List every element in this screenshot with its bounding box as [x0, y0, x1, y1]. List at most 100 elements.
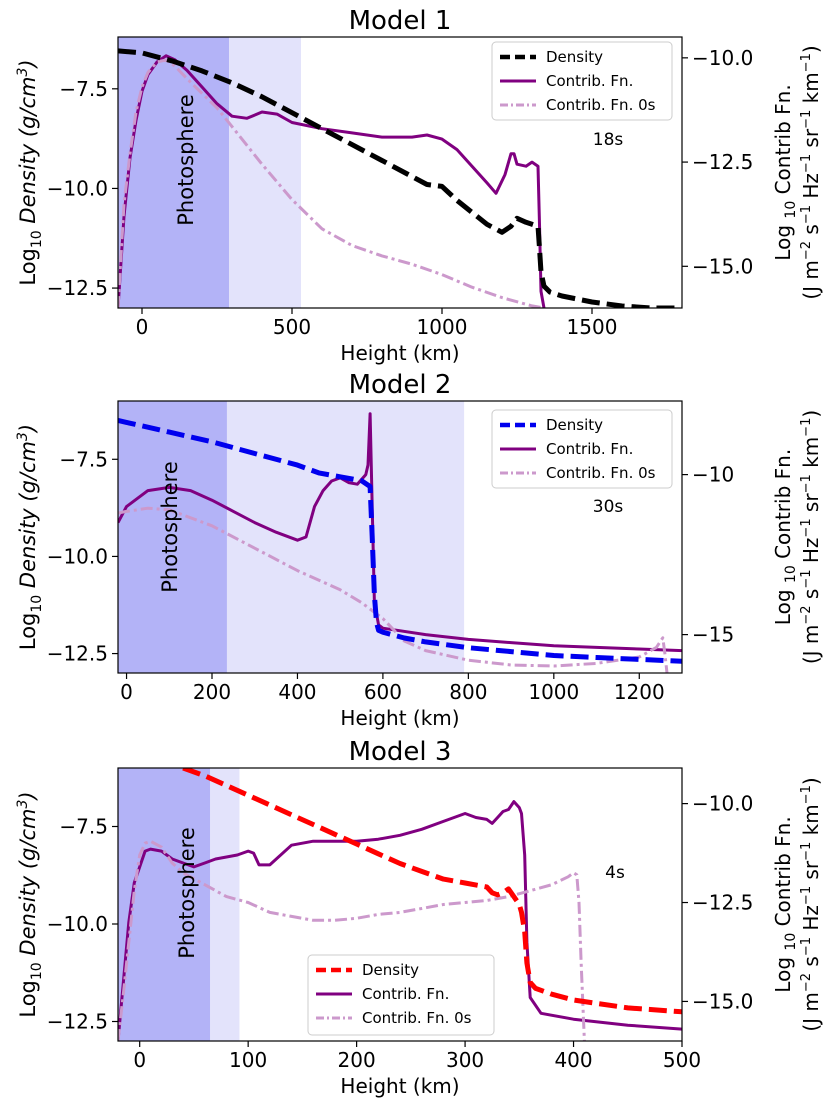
- chart1-y-right-tick-label: −10.0: [692, 46, 753, 70]
- chart3-y-right-unit-part: sr: [799, 860, 823, 886]
- chart1-y-right-unit-part: (J m: [799, 260, 823, 300]
- chart1-y-right-unit-part: s: [799, 224, 823, 241]
- chart2-y-right-label-sub: 10: [783, 565, 799, 583]
- chart2-series-group: [118, 412, 682, 673]
- chart2-photosphere-dark: [118, 401, 227, 673]
- chart1-series-contrib-fn-0s: [118, 58, 545, 308]
- chart3-y-left-label-part: ): [16, 791, 40, 801]
- chart2-y-right-label-line1: Log 10 Contrib Fn.: [771, 449, 799, 625]
- chart3-x-tick-label: 300: [446, 1048, 484, 1072]
- chart2-y-right-unit-part: s: [799, 589, 823, 606]
- chart1-y-right-tick-label: −15.0: [692, 254, 753, 278]
- chart3-x-tick-label: 400: [554, 1048, 592, 1072]
- chart2-y-right-unit-part: km: [799, 437, 823, 474]
- chart3-y-right-unit-part: ): [799, 777, 823, 785]
- chart1-y-left-tick-label: −7.5: [59, 77, 108, 101]
- chart2-x-tick-label: 1000: [528, 680, 579, 704]
- chart1-x-axis-label: Height (km): [340, 341, 459, 365]
- chart2-legend-label: Contrib. Fn.: [546, 440, 633, 458]
- chart1-photosphere-light: [229, 37, 301, 308]
- chart3-x-axis-label: Height (km): [340, 1074, 459, 1098]
- chart1-series-density: [118, 48, 682, 308]
- chart3-y-right-unit-part: Hz: [799, 905, 823, 937]
- chart2-x-tick-label: 200: [193, 680, 231, 704]
- chart3-y-right-unit-part: −2: [799, 973, 814, 992]
- chart2-y-right-unit-part: ): [799, 410, 823, 418]
- chart1-title: Model 1: [349, 6, 452, 36]
- chart2-y-right-unit-part: sr: [799, 493, 823, 519]
- chart2-x-tick-label: 0: [120, 680, 133, 704]
- chart2-y-right-label-line2: (J m−2 s−1 Hz−1 sr−1 km−1): [799, 410, 823, 664]
- chart1-y-right-tick-label: −12.5: [692, 150, 753, 174]
- chart1-y-left-tick-label: −10.0: [47, 176, 108, 200]
- chart3-x-tick-label: 100: [229, 1048, 267, 1072]
- chart2-y-left-label-part: ): [16, 424, 40, 434]
- chart2-y-left-label-part: Log: [16, 613, 40, 651]
- chart3-y-right-unit-part: (J m: [799, 992, 823, 1032]
- chart3-photosphere-dark: [118, 768, 211, 1041]
- chart3-legend-box: [307, 954, 495, 1036]
- chart2-y-right-unit-part: (J m: [799, 625, 823, 665]
- chart2-y-right-unit-part: −1: [799, 518, 814, 537]
- chart3-y-right-label-line1: Log 10 Contrib Fn.: [771, 816, 799, 992]
- chart1-y-right-label-text: Contrib Fn.: [771, 84, 795, 200]
- chart2-photosphere-label: Photosphere: [158, 461, 182, 593]
- chart1-series-group: [118, 48, 682, 308]
- chart1-y-right-unit-part: ): [799, 45, 823, 53]
- chart3-y-right-tick-label: −10.0: [692, 792, 753, 816]
- chart1-y-right-unit-part: sr: [799, 128, 823, 154]
- chart2-legend-label: Density: [546, 416, 603, 434]
- chart3-y-right-unit-part: km: [799, 804, 823, 841]
- chart2-photosphere-light: [226, 401, 465, 673]
- chart1-y-right-unit-part: −1: [799, 205, 814, 224]
- chart2-title: Model 2: [349, 370, 452, 400]
- chart2-y-left-tick-label: −7.5: [59, 447, 108, 471]
- chart1-x-tick-label: 1500: [567, 315, 618, 339]
- chart3-y-left-label-part: 3: [15, 800, 31, 809]
- chart1-y-left-label-part: Density (g/cm: [16, 76, 40, 230]
- chart2-y-left-tick-label: −12.5: [47, 642, 108, 666]
- chart1-y-right-label-line2: (J m−2 s−1 Hz−1 sr−1 km−1): [799, 45, 823, 299]
- chart3-frame: [117, 767, 683, 1042]
- chart2-y-left-label-part: 10: [29, 595, 45, 613]
- chart2-y-right-unit-part: −2: [799, 605, 814, 624]
- chart2-series-contrib-fn-: [118, 412, 682, 653]
- chart3-photosphere-light: [210, 768, 240, 1041]
- chart3-legend-label: Density: [362, 961, 419, 979]
- chart3-y-left-tick-label: −10.0: [47, 912, 108, 936]
- chart1-y-right-unit-part: −1: [799, 154, 814, 173]
- chart2-y-right-tick-label: −10: [692, 463, 734, 487]
- chart1-y-left-label: Log10 Density (g/cm3): [15, 59, 45, 285]
- chart2-x-axis-label: Height (km): [340, 706, 459, 730]
- chart3-y-right-unit-part: s: [799, 956, 823, 973]
- chart3-legend-label: Contrib. Fn. 0s: [362, 1009, 472, 1027]
- chart1-y-right-unit-part: −1: [799, 53, 814, 72]
- chart2-x-tick-label: 800: [449, 680, 487, 704]
- chart3-series-contrib-fn-0s: [118, 839, 586, 1041]
- chart1-legend: Density Contrib. Fn. Contrib. Fn. 0s: [491, 41, 673, 121]
- chart2-x-tick-label: 1200: [614, 680, 665, 704]
- chart1-frame: [117, 36, 683, 309]
- chart2-series-density: [118, 417, 682, 664]
- chart2-y-right-unit-part: Hz: [799, 538, 823, 570]
- chart2-y-right-label-text: Contrib Fn.: [771, 449, 795, 565]
- chart3-y-right-unit-part: −1: [799, 886, 814, 905]
- chart2-y-left-label-part: Density (g/cm: [16, 441, 40, 595]
- chart3-legend-label: Contrib. Fn.: [362, 985, 449, 1003]
- chart1-y-right-unit-part: −2: [799, 241, 814, 260]
- chart1-legend-label: Contrib. Fn.: [546, 72, 633, 90]
- chart1-x-tick-label: 500: [273, 315, 311, 339]
- chart2-legend: Density Contrib. Fn. Contrib. Fn. 0s: [491, 409, 673, 489]
- chart2-y-right-unit-part: −1: [799, 569, 814, 588]
- chart1-y-right-label-sub: 10: [783, 201, 799, 219]
- chart2-time-label: 30s: [593, 497, 624, 517]
- chart3-y-right-unit-part: −1: [799, 842, 814, 861]
- chart2-series-contrib-fn-0s: [118, 506, 669, 673]
- chart3-y-right-unit-part: −1: [799, 937, 814, 956]
- chart3-series-density: [182, 768, 682, 1015]
- chart3-y-left-label-part: Density (g/cm: [16, 808, 40, 962]
- chart1-photosphere-dark: [118, 37, 229, 308]
- chart1-y-right-unit-part: Hz: [799, 173, 823, 205]
- chart1-y-left-label-part: ): [16, 59, 40, 69]
